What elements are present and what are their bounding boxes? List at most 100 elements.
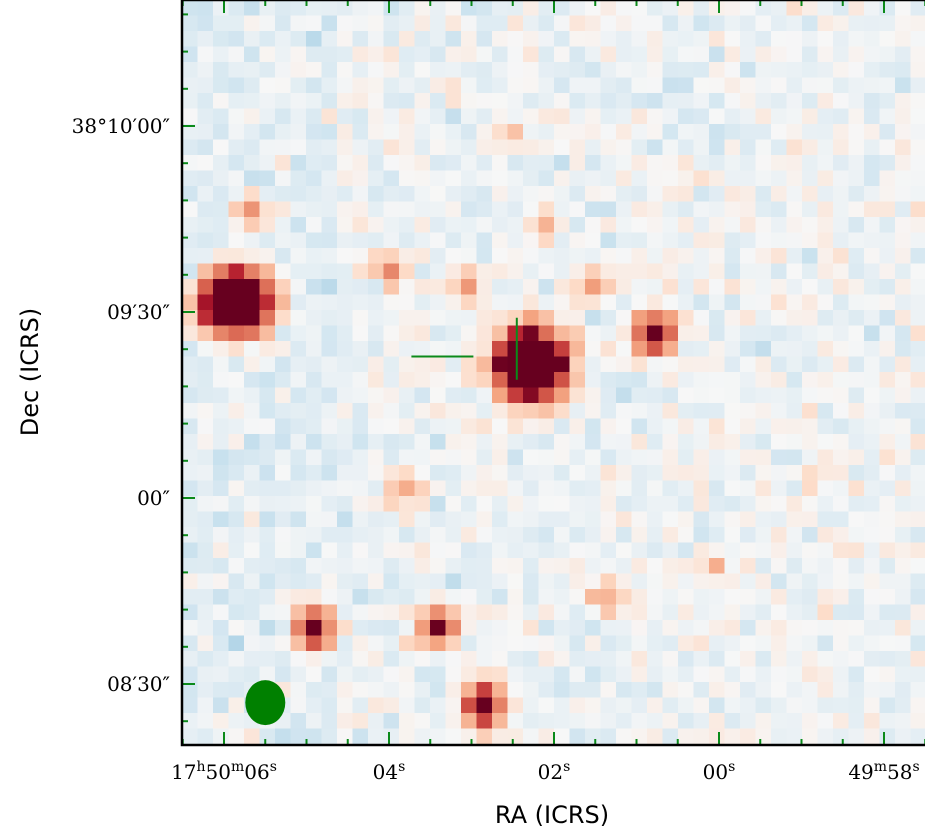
image-pixel xyxy=(538,372,555,388)
image-pixel xyxy=(910,604,925,621)
image-pixel xyxy=(197,170,214,187)
image-pixel xyxy=(864,635,880,652)
image-pixel xyxy=(740,155,756,171)
image-pixel xyxy=(383,124,400,140)
image-pixel xyxy=(631,279,648,295)
image-pixel xyxy=(554,108,570,125)
image-pixel xyxy=(724,713,741,729)
image-pixel xyxy=(290,418,307,435)
image-pixel xyxy=(600,403,617,419)
image-pixel xyxy=(275,527,291,543)
image-pixel xyxy=(631,124,648,140)
image-pixel xyxy=(616,387,632,404)
image-pixel xyxy=(414,480,431,497)
image-pixel xyxy=(786,31,803,47)
image-pixel xyxy=(600,480,617,497)
image-pixel xyxy=(399,263,415,280)
image-pixel xyxy=(771,387,787,404)
image-pixel xyxy=(678,573,694,590)
image-pixel xyxy=(461,527,477,543)
image-pixel xyxy=(507,93,524,109)
image-pixel xyxy=(430,93,446,109)
image-pixel xyxy=(507,31,524,47)
image-pixel xyxy=(538,682,555,698)
image-pixel xyxy=(182,124,198,140)
image-pixel xyxy=(306,356,322,373)
image-pixel xyxy=(461,356,477,373)
image-pixel xyxy=(383,0,400,16)
image-pixel xyxy=(383,15,400,32)
image-pixel xyxy=(228,310,245,326)
image-pixel xyxy=(910,573,925,590)
image-pixel xyxy=(430,170,446,187)
image-pixel xyxy=(414,589,431,605)
image-pixel xyxy=(895,573,911,590)
x-tick-unit: m xyxy=(874,759,887,775)
image-pixel xyxy=(817,480,834,497)
image-pixel xyxy=(631,356,648,373)
image-pixel xyxy=(445,651,462,667)
image-pixel xyxy=(662,217,679,233)
image-pixel xyxy=(771,155,787,171)
image-pixel xyxy=(259,294,276,311)
image-pixel xyxy=(802,279,818,295)
image-pixel xyxy=(864,728,880,745)
image-pixel xyxy=(321,480,338,497)
image-pixel xyxy=(724,434,741,450)
image-pixel xyxy=(445,418,462,435)
image-pixel xyxy=(414,434,431,450)
image-pixel xyxy=(290,108,307,125)
image-pixel xyxy=(275,186,291,202)
image-pixel xyxy=(678,682,694,698)
image-pixel xyxy=(895,248,911,264)
image-pixel xyxy=(213,0,229,16)
image-pixel xyxy=(585,31,601,47)
image-pixel xyxy=(368,139,384,156)
image-pixel xyxy=(461,0,477,16)
image-pixel xyxy=(848,248,865,264)
image-pixel xyxy=(864,573,880,590)
image-pixel xyxy=(538,15,555,32)
image-pixel xyxy=(430,356,446,373)
image-pixel xyxy=(228,713,245,729)
image-pixel xyxy=(461,635,477,652)
image-pixel xyxy=(585,93,601,109)
image-pixel xyxy=(182,387,198,404)
image-pixel xyxy=(662,728,679,745)
image-pixel xyxy=(709,248,725,264)
image-pixel xyxy=(259,217,276,233)
image-pixel xyxy=(290,635,307,652)
image-pixel xyxy=(817,46,834,63)
image-pixel xyxy=(197,542,214,559)
image-pixel xyxy=(802,201,818,218)
image-pixel xyxy=(647,604,663,621)
image-pixel xyxy=(786,325,803,342)
image-pixel xyxy=(616,93,632,109)
image-pixel xyxy=(600,434,617,450)
image-pixel xyxy=(817,155,834,171)
image-pixel xyxy=(368,46,384,63)
image-pixel xyxy=(786,480,803,497)
image-pixel xyxy=(492,418,508,435)
image-pixel xyxy=(352,124,369,140)
image-pixel xyxy=(740,527,756,543)
image-pixel xyxy=(647,248,663,264)
image-pixel xyxy=(538,294,555,311)
image-pixel xyxy=(802,310,818,326)
image-pixel xyxy=(213,372,229,388)
image-pixel xyxy=(631,0,648,16)
image-pixel xyxy=(321,449,338,466)
image-pixel xyxy=(693,46,710,63)
image-pixel xyxy=(383,666,400,683)
image-pixel xyxy=(507,635,524,652)
image-pixel xyxy=(213,604,229,621)
image-pixel xyxy=(275,666,291,683)
image-pixel xyxy=(802,480,818,497)
image-pixel xyxy=(771,496,787,512)
image-pixel xyxy=(507,496,524,512)
image-pixel xyxy=(368,387,384,404)
image-pixel xyxy=(445,465,462,481)
image-pixel xyxy=(306,527,322,543)
image-pixel xyxy=(569,697,586,714)
image-pixel xyxy=(213,232,229,249)
